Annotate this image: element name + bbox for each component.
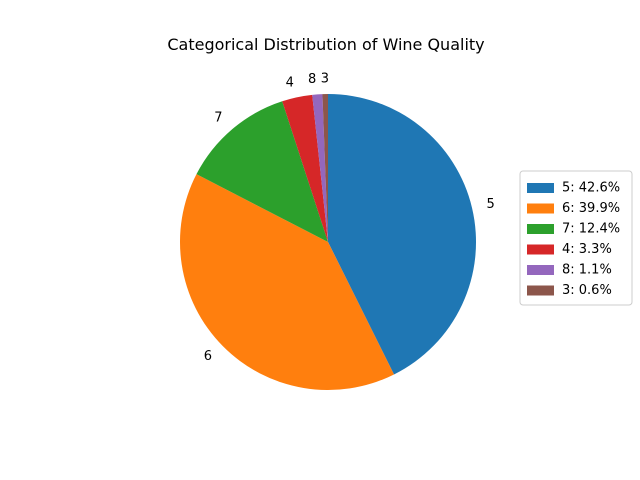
legend-swatch-8: [527, 265, 554, 275]
chart-title: Categorical Distribution of Wine Quality: [167, 35, 484, 54]
legend-swatch-3: [527, 285, 554, 296]
legend-swatch-4: [527, 244, 554, 255]
legend-swatch-6: [527, 203, 554, 214]
legend-label-5: 5: 42.6%: [562, 181, 620, 196]
pie-slice-label-7: 7: [214, 110, 222, 125]
legend-label-7: 7: 12.4%: [562, 222, 620, 237]
pie-slice-label-5: 5: [486, 197, 494, 212]
pie-slices: [179, 94, 477, 391]
legend-swatch-7: [527, 224, 554, 234]
legend-label-4: 4: 3.3%: [562, 242, 612, 257]
pie-slice-3: [322, 94, 328, 242]
pie-slice-labels: 5 6 7 4 8 3: [204, 72, 495, 364]
pie-slice-label-6: 6: [204, 349, 212, 364]
legend: 5: 42.6% 6: 39.9% 7: 12.4% 4: 3.3% 8: 1.1% 3:…: [519, 170, 633, 306]
pie-slice-6: [179, 174, 395, 391]
pie-slice-label-3: 3: [321, 72, 329, 87]
pie-slice-label-8: 8: [308, 72, 316, 87]
pie-slice-8: [312, 94, 328, 242]
pie-slice-4: [282, 94, 328, 242]
legend-swatch-5: [527, 183, 554, 193]
pie-slice-7: [196, 101, 328, 242]
legend-label-3: 3: 0.6%: [562, 283, 612, 298]
legend-label-6: 6: 39.9%: [562, 201, 620, 216]
pie-slice-label-4: 4: [286, 75, 294, 90]
pie-slice-5: [328, 94, 477, 375]
legend-label-8: 8: 1.1%: [562, 263, 612, 278]
